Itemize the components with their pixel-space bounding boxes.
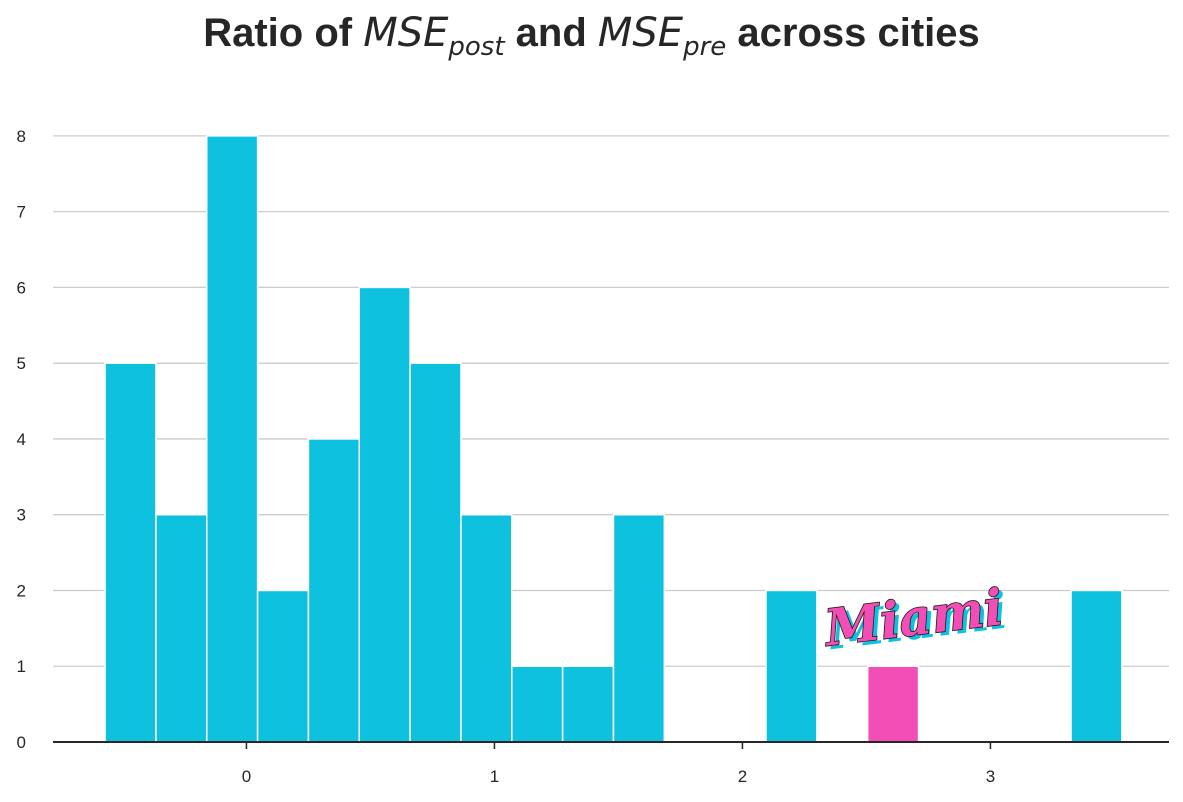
x-tick-label: 2 — [738, 767, 747, 786]
annotation-label: Miami — [820, 577, 1006, 658]
highlight-bar — [866, 665, 920, 743]
x-tick-label: 1 — [490, 767, 499, 786]
histogram-bar — [765, 589, 818, 743]
y-tick-label: 1 — [17, 657, 26, 676]
histogram-bar — [561, 665, 615, 743]
y-tick-label: 0 — [17, 733, 26, 752]
histogram-bar — [256, 589, 310, 743]
histogram-bar — [358, 286, 411, 743]
histogram-bar — [104, 362, 157, 743]
chart-title: Ratio of MSEpost and MSEpre across citie… — [203, 10, 980, 62]
y-tick-label: 6 — [17, 278, 26, 297]
histogram-bar — [612, 513, 666, 743]
x-tick-label: 3 — [986, 767, 995, 786]
histogram-bar — [155, 513, 208, 743]
histogram-bar — [206, 135, 259, 743]
bars — [104, 135, 1123, 743]
histogram-bar — [1070, 589, 1123, 743]
y-tick-label: 5 — [17, 354, 26, 373]
histogram-bar — [409, 362, 462, 743]
y-tick-label: 4 — [17, 430, 26, 449]
histogram-bar — [307, 438, 361, 743]
histogram-bar — [511, 665, 564, 743]
x-tick-label: 0 — [242, 767, 251, 786]
y-tick-label: 8 — [17, 127, 26, 146]
y-tick-label: 2 — [17, 581, 26, 600]
axes: 0 1 2 3 4 5 6 7 8 0 1 2 3 — [17, 127, 1169, 786]
histogram-bar — [460, 513, 513, 743]
y-tick-label: 3 — [17, 506, 26, 525]
y-tick-label: 7 — [17, 203, 26, 222]
